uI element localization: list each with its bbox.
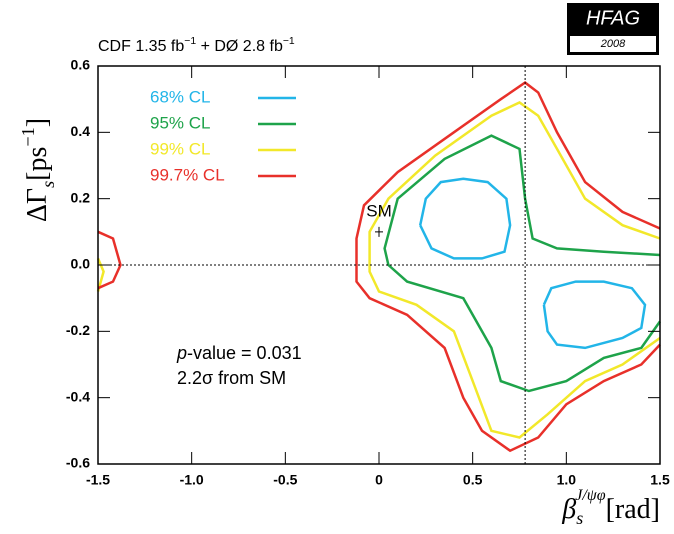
contour [97, 230, 122, 290]
sm-marker [375, 226, 383, 237]
x-axis-label: βs J/ψφ[rad] [561, 487, 660, 528]
y-tick-label: -0.6 [66, 455, 90, 471]
legend-label: 99% CL [150, 139, 210, 158]
y-tick-label: -0.4 [66, 388, 90, 404]
legend-label: 95% CL [150, 113, 210, 132]
contour [355, 81, 661, 453]
chart-title-part: −1 [184, 36, 196, 47]
annotation-part: 2.2σ from SM [177, 368, 286, 388]
contour [542, 280, 647, 350]
x-tick-label: -1.5 [86, 472, 110, 488]
x-tick-label: -1.0 [180, 472, 204, 488]
x-axis-label-part: J/ψφ [575, 487, 605, 504]
contour [383, 134, 662, 393]
annotation-part: p [176, 343, 187, 363]
y-tick-label: -0.2 [66, 322, 90, 338]
x-tick-label: 0.5 [463, 472, 483, 488]
y-axis-label-part: [ps [22, 147, 53, 181]
contour [418, 177, 512, 260]
annotation: 2.2σ from SM [177, 368, 286, 388]
logo-band [570, 36, 656, 52]
logo-year: 2008 [600, 38, 626, 50]
x-axis-label-part: [rad] [606, 494, 660, 525]
x-tick-label: 1.0 [557, 472, 577, 488]
y-axis-label-part: ΔΓ [22, 188, 53, 222]
chart-title: CDF 1.35 fb−1 + DØ 2.8 fb−1 [98, 36, 295, 55]
chart-title-part: CDF 1.35 fb [98, 38, 184, 55]
legend-label: 68% CL [150, 87, 210, 106]
chart-title-part: −1 [283, 36, 295, 47]
y-axis-label: ΔΓs[ps−1] [18, 118, 58, 222]
y-axis-label-part: ] [22, 118, 53, 127]
contour [96, 257, 105, 292]
x-tick-label: -0.5 [273, 472, 297, 488]
x-axis-label-part: s [576, 508, 583, 528]
x-tick-label: 0 [375, 472, 383, 488]
y-axis-label-part: s [38, 181, 58, 188]
y-tick-label: 0.4 [71, 123, 91, 139]
chart-title-part: + DØ 2.8 fb [196, 38, 283, 55]
y-tick-label: 0.6 [71, 57, 91, 73]
y-tick-label: 0.2 [71, 189, 91, 205]
annotation-part: -value = 0.031 [187, 343, 302, 363]
y-tick-label: 0.0 [71, 256, 91, 272]
annotation: p-value = 0.031 [176, 343, 302, 363]
y-axis-label-part: −1 [18, 127, 38, 146]
contour [368, 101, 661, 439]
logo-title: HFAG [586, 7, 640, 29]
x-axis-label-part: β [561, 494, 576, 525]
legend-label: 99.7% CL [150, 165, 225, 184]
sm-label: SM [366, 201, 392, 220]
x-tick-label: 1.5 [650, 472, 670, 488]
